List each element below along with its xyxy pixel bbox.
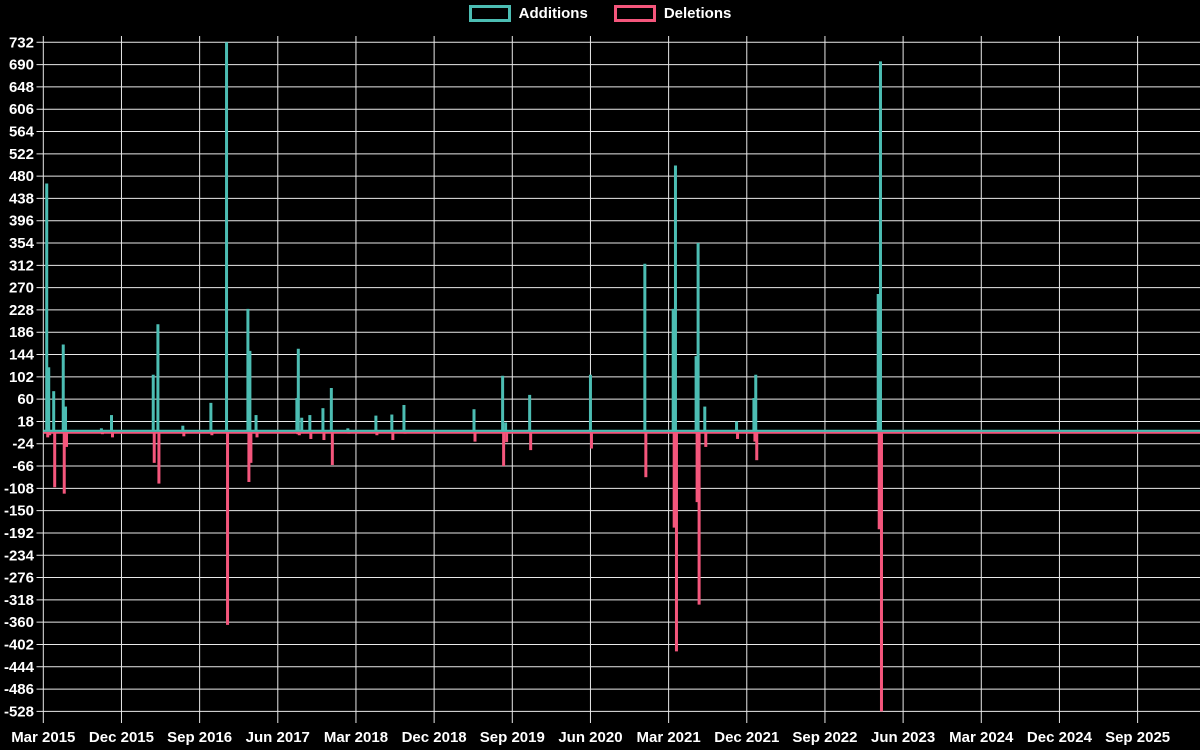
x-tick-label: Mar 2024	[949, 729, 1014, 746]
y-tick-label: 18	[17, 413, 34, 430]
legend-label-additions: Additions	[518, 5, 588, 22]
x-tick-label: Dec 2018	[402, 729, 467, 746]
chart-legend: Additions Deletions	[0, 5, 1200, 22]
y-tick-label: 522	[9, 146, 34, 163]
y-tick-label: -66	[12, 458, 34, 475]
x-tick-label: Sep 2025	[1105, 729, 1170, 746]
y-tick-label: 606	[9, 101, 34, 118]
y-tick-label: -192	[4, 525, 34, 542]
x-tick-label: Mar 2015	[11, 729, 75, 746]
y-tick-label: -24	[12, 436, 34, 453]
y-tick-label: 144	[9, 347, 35, 364]
y-tick-label: 480	[9, 168, 34, 185]
y-tick-label: 312	[9, 257, 34, 274]
y-tick-label: 270	[9, 280, 34, 297]
additions-swatch-icon	[468, 5, 511, 22]
x-tick-label: Mar 2021	[637, 729, 701, 746]
y-tick-label: -276	[4, 570, 34, 587]
legend-item-additions[interactable]: Additions	[468, 5, 588, 22]
y-tick-label: 564	[9, 124, 35, 141]
y-tick-label: -444	[4, 659, 35, 676]
y-tick-label: 102	[9, 369, 34, 386]
y-tick-label: -318	[4, 592, 34, 609]
x-tick-label: Dec 2021	[714, 729, 779, 746]
y-tick-label: 690	[9, 57, 34, 74]
legend-item-deletions[interactable]: Deletions	[613, 5, 732, 22]
x-tick-label: Jun 2017	[246, 729, 310, 746]
x-tick-label: Jun 2023	[871, 729, 935, 746]
y-tick-label: -402	[4, 636, 34, 653]
y-tick-label: -150	[4, 503, 34, 520]
y-tick-label: 396	[9, 213, 34, 230]
x-tick-label: Sep 2019	[480, 729, 545, 746]
y-tick-label: -108	[4, 480, 34, 497]
x-tick-label: Sep 2022	[792, 729, 857, 746]
x-tick-label: Mar 2018	[324, 729, 388, 746]
deletions-swatch-icon	[613, 5, 656, 22]
x-tick-label: Sep 2016	[167, 729, 232, 746]
x-tick-label: Jun 2020	[558, 729, 622, 746]
y-tick-label: 60	[17, 391, 34, 408]
y-tick-label: -234	[4, 547, 35, 564]
y-tick-label: 648	[9, 79, 34, 96]
y-tick-label: -486	[4, 681, 34, 698]
y-tick-label: 438	[9, 190, 34, 207]
y-tick-label: -360	[4, 614, 34, 631]
legend-label-deletions: Deletions	[663, 5, 732, 22]
y-tick-label: -528	[4, 703, 34, 720]
y-tick-label: 354	[9, 235, 35, 252]
y-tick-label: 228	[9, 302, 34, 319]
x-tick-label: Dec 2015	[89, 729, 154, 746]
x-tick-label: Dec 2024	[1027, 729, 1093, 746]
y-tick-label: 186	[9, 324, 34, 341]
y-tick-label: 732	[9, 34, 34, 51]
